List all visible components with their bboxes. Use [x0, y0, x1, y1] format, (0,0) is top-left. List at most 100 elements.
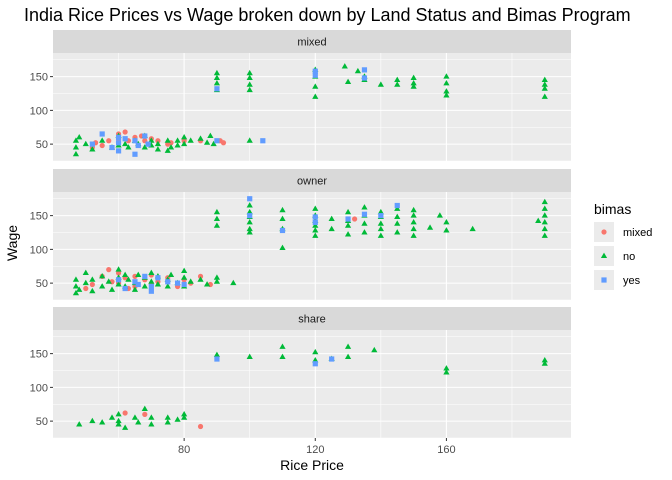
point-no	[410, 212, 417, 218]
point-no	[210, 140, 217, 147]
point-no	[164, 137, 171, 143]
point-no	[115, 417, 122, 424]
y-tick-label: 50	[36, 139, 48, 151]
legend-label-no: no	[623, 251, 635, 263]
point-no	[541, 225, 548, 232]
point-no	[72, 276, 80, 282]
facet-panels: mixed 50 100 150 owner 50 100 150 share 50 100 150 8…	[30, 30, 571, 456]
panel-background	[53, 192, 571, 300]
point-no	[213, 274, 221, 280]
point-yes	[132, 279, 138, 285]
point-yes	[312, 214, 318, 220]
point-no	[181, 414, 188, 420]
point-no	[207, 132, 214, 139]
point-yes	[142, 133, 148, 139]
point-no	[246, 137, 253, 143]
facet-strip-label: owner	[297, 176, 327, 188]
point-yes	[312, 68, 318, 74]
point-no	[115, 266, 122, 272]
point-no	[394, 76, 401, 82]
point-no	[246, 86, 253, 93]
point-no	[72, 144, 80, 150]
legend-key-mixed	[601, 229, 607, 235]
point-no	[213, 208, 221, 215]
point-no	[141, 283, 148, 289]
point-no	[541, 81, 548, 87]
point-yes	[122, 285, 128, 292]
point-no	[394, 229, 401, 235]
point-yes	[361, 211, 368, 217]
point-no	[72, 150, 80, 157]
point-no	[167, 271, 175, 278]
point-no	[203, 139, 211, 145]
point-yes	[214, 356, 220, 362]
point-no	[141, 405, 148, 411]
point-no	[246, 69, 253, 76]
chart-title: India Rice Prices vs Wage broken down by…	[24, 5, 631, 25]
point-no	[436, 212, 443, 218]
point-no	[312, 356, 319, 363]
legend-label-yes: yes	[623, 275, 641, 287]
point-no	[443, 218, 450, 225]
point-yes	[345, 216, 351, 222]
point-no	[105, 278, 112, 284]
point-no	[541, 205, 548, 211]
point-yes	[148, 288, 154, 294]
point-no	[344, 231, 352, 237]
x-tick-label: 120	[306, 444, 324, 456]
point-no	[541, 85, 548, 91]
point-yes	[361, 75, 368, 81]
point-no	[213, 351, 221, 357]
point-no	[312, 222, 319, 228]
point-no	[377, 225, 384, 232]
point-no	[125, 144, 132, 150]
point-no	[125, 276, 132, 282]
point-no	[410, 79, 417, 86]
x-axis-title: Rice Price	[280, 457, 344, 473]
legend: bimas mixed no yes	[594, 201, 652, 290]
point-no	[82, 279, 89, 286]
point-no	[371, 346, 378, 353]
point-yes	[174, 280, 181, 286]
legend-entry-no: no	[594, 246, 635, 266]
point-yes	[394, 202, 400, 209]
legend-key-yes	[601, 277, 607, 283]
point-no	[99, 283, 106, 289]
panel-background	[53, 53, 571, 161]
x-tick-label: 80	[178, 444, 190, 456]
point-no	[213, 74, 221, 80]
point-no	[230, 279, 237, 286]
point-no	[122, 140, 129, 147]
point-yes	[115, 148, 122, 154]
point-yes	[214, 86, 220, 92]
point-yes	[135, 281, 141, 288]
point-no	[181, 267, 188, 273]
point-no	[246, 218, 253, 225]
point-yes	[145, 141, 151, 147]
point-no	[213, 215, 221, 221]
point-no	[148, 278, 155, 284]
point-no	[122, 424, 129, 430]
facet-strip	[53, 307, 571, 330]
point-no	[89, 417, 96, 424]
point-yes	[312, 72, 318, 78]
point-no	[328, 225, 335, 232]
point-no	[377, 232, 384, 238]
point-mixed	[99, 142, 105, 149]
point-yes	[260, 138, 266, 144]
point-no	[312, 93, 319, 99]
y-tick-label: 150	[30, 211, 48, 223]
point-no	[82, 269, 89, 275]
legend-title: bimas	[594, 201, 631, 217]
point-yes	[181, 281, 187, 288]
point-no	[246, 208, 253, 215]
point-no	[344, 222, 352, 228]
point-no	[213, 278, 221, 284]
point-yes	[115, 277, 122, 283]
legend-entry-yes: yes	[594, 270, 641, 290]
point-mixed	[122, 129, 128, 135]
point-yes	[115, 134, 122, 140]
point-no	[246, 81, 253, 87]
point-no	[115, 421, 122, 427]
facet-strip-label: share	[298, 314, 326, 326]
